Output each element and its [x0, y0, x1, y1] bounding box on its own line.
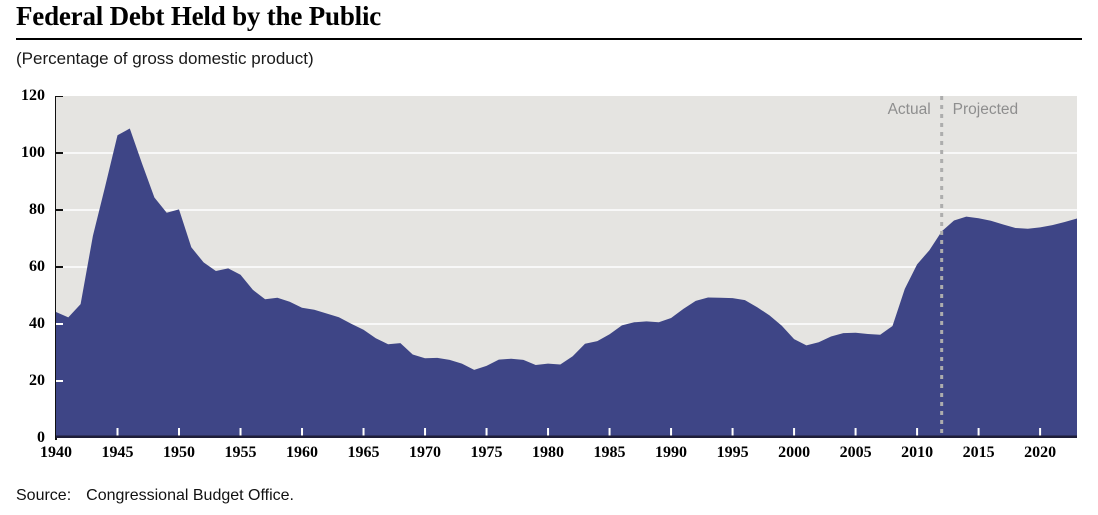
- x-tick-label: 1940: [40, 444, 72, 461]
- x-tick-label: 1950: [163, 444, 195, 461]
- chart-title: Federal Debt Held by the Public: [16, 1, 382, 31]
- area-chart-svg: [56, 96, 1077, 438]
- x-tick-label: 1965: [347, 444, 380, 461]
- x-tick-label: 1970: [409, 444, 442, 461]
- y-tick-label: 0: [37, 429, 45, 446]
- y-tick-label: 20: [29, 372, 45, 389]
- x-tick-label: 1995: [716, 444, 749, 461]
- y-tick-label: 40: [29, 315, 45, 332]
- x-tick-label: 1990: [655, 444, 688, 461]
- source-text: Congressional Budget Office.: [86, 487, 294, 504]
- y-tick-label: 80: [29, 201, 45, 218]
- x-tick-label: 2005: [839, 444, 872, 461]
- source-line: Source: Congressional Budget Office.: [16, 487, 294, 505]
- x-tick-label: 1975: [470, 444, 503, 461]
- x-tick-label: 2015: [962, 444, 995, 461]
- chart-subtitle: (Percentage of gross domestic product): [16, 49, 314, 68]
- title-rule: [16, 38, 1082, 40]
- annotation-projected: Projected: [952, 101, 1019, 118]
- x-tick-label: 1980: [532, 444, 565, 461]
- x-tick-label: 1955: [224, 444, 257, 461]
- y-tick-label: 100: [21, 144, 45, 161]
- x-tick-label: 1985: [593, 444, 626, 461]
- plot-area: Actual Projected: [56, 96, 1077, 438]
- y-tick-label: 120: [21, 87, 45, 104]
- y-tick-label: 60: [29, 258, 45, 275]
- x-axis-baseline: [56, 435, 1077, 438]
- source-label: Source:: [16, 487, 72, 504]
- x-tick-label: 2000: [778, 444, 811, 461]
- annotation-actual: Actual: [887, 101, 931, 118]
- x-tick-label: 1960: [286, 444, 319, 461]
- debt-area-series: [56, 128, 1077, 438]
- x-tick-label: 2020: [1024, 444, 1057, 461]
- x-tick-label: 1945: [101, 444, 134, 461]
- x-tick-label: 2010: [901, 444, 934, 461]
